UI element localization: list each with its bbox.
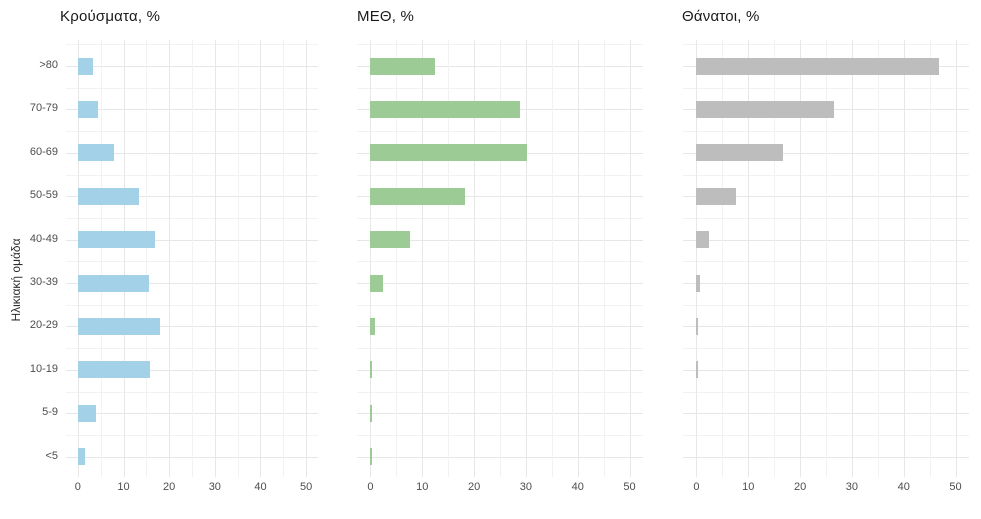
grid-line-minor (500, 40, 501, 477)
panel-title-icu: ΜΕΘ, % (357, 8, 415, 25)
bar (370, 144, 527, 162)
grid-line-minor (603, 40, 605, 477)
grid-line-major (214, 40, 216, 477)
grid-line-major (525, 40, 527, 477)
bar (77, 317, 161, 335)
grid-line-minor (283, 40, 285, 477)
bar (370, 317, 375, 335)
y-category-label: 10-19 (29, 362, 58, 375)
panel-deaths (683, 40, 969, 477)
y-category-label: 50-59 (29, 189, 58, 202)
bar (77, 144, 115, 162)
grid-line-minor (396, 40, 398, 477)
grid-line-major (474, 40, 476, 477)
bar (696, 57, 940, 75)
x-tick-label: 0 (693, 481, 700, 493)
grid-line-major (748, 40, 750, 477)
x-tick-label: 0 (367, 481, 374, 493)
grid-line-minor (929, 40, 931, 477)
x-tick-label: 30 (519, 481, 533, 493)
bar (696, 361, 698, 379)
bar (77, 274, 149, 292)
x-tick-label: 40 (897, 481, 910, 493)
bar (370, 231, 411, 249)
x-tick-label: 10 (742, 481, 755, 493)
bar (77, 100, 98, 118)
grid-line-major (903, 40, 905, 477)
x-tick-label: 50 (300, 481, 313, 493)
x-tick-label: 30 (845, 481, 859, 493)
bar (370, 187, 466, 205)
grid-line-minor (237, 40, 239, 477)
grid-line-major (169, 40, 171, 477)
x-tick-label: 20 (163, 481, 176, 493)
grid-line-major (577, 40, 579, 477)
grid-line-minor (826, 40, 827, 477)
panel-cases (66, 40, 318, 477)
x-tick-label: 40 (571, 481, 584, 493)
grid-line-major (306, 40, 308, 477)
bar (696, 274, 701, 292)
bar (370, 404, 372, 422)
bar (370, 100, 520, 118)
y-category-label: 5-9 (42, 406, 58, 419)
grid-line-minor (100, 40, 102, 477)
bar (370, 274, 383, 292)
bar (696, 231, 710, 249)
grid-line-major (422, 40, 424, 477)
grid-line-major (260, 40, 262, 477)
bar (77, 404, 97, 422)
x-tick-label: 10 (416, 481, 429, 493)
bar (370, 57, 435, 75)
x-tick-label: 0 (74, 481, 81, 493)
bar (696, 144, 783, 162)
grid-line-minor (448, 40, 450, 477)
grid-line-minor (722, 40, 724, 477)
bar (77, 231, 155, 249)
bar (77, 57, 94, 75)
panel-icu (357, 40, 643, 477)
bar (77, 187, 139, 205)
bar (370, 448, 372, 466)
grid-line-major (800, 40, 802, 477)
x-tick-label: 40 (254, 481, 267, 493)
y-category-label: 40-49 (29, 232, 58, 245)
y-category-label: <5 (45, 449, 58, 462)
x-tick-label: 20 (793, 481, 807, 493)
y-category-label: 20-29 (29, 319, 58, 332)
y-category-label: 30-39 (29, 276, 58, 288)
grid-line-minor (551, 40, 553, 477)
bar (77, 361, 150, 379)
grid-line-major (851, 40, 853, 477)
grid-line-major (77, 40, 79, 477)
grid-line-major (370, 40, 372, 477)
bar (77, 448, 86, 466)
panel-title-deaths: Θάνατοι, % (682, 8, 760, 25)
y-category-label: >80 (39, 59, 58, 71)
bar (696, 100, 834, 118)
x-tick-label: 50 (623, 481, 636, 493)
bar (696, 187, 736, 205)
grid-line-minor (774, 40, 776, 477)
panel-title-cases: Κρούσματα, % (60, 8, 161, 25)
grid-line-major (629, 40, 631, 477)
x-tick-label: 10 (117, 481, 130, 493)
y-category-label: 60-69 (29, 145, 58, 158)
grid-line-minor (192, 40, 193, 477)
x-tick-label: 30 (208, 481, 221, 493)
grid-line-major (696, 40, 698, 477)
x-tick-label: 20 (467, 481, 481, 493)
grid-line-minor (146, 40, 148, 477)
grid-line-major (955, 40, 957, 477)
bar (696, 317, 698, 335)
x-tick-label: 50 (949, 481, 962, 493)
grid-line-minor (877, 40, 879, 477)
y-category-label: 70-79 (29, 102, 58, 115)
grid-line-major (123, 40, 125, 477)
bar (370, 361, 373, 379)
